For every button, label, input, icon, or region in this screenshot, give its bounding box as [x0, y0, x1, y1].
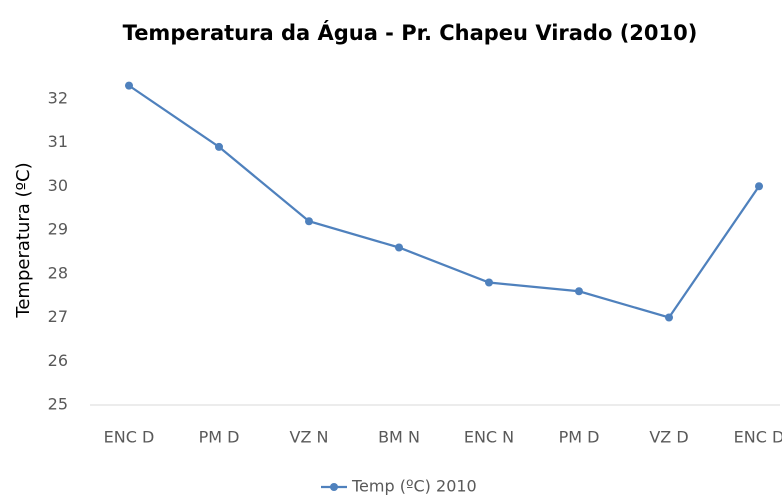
marker — [575, 287, 583, 296]
y-tick-label: 28 — [48, 263, 68, 282]
y-tick-label: 27 — [48, 307, 68, 326]
chart-title: Temperatura da Água - Pr. Chapeu Virado … — [123, 20, 698, 45]
x-tick-label: ENC D — [104, 428, 155, 447]
marker — [665, 313, 673, 322]
marker — [485, 278, 493, 287]
x-tick-label: PM D — [199, 428, 240, 447]
y-tick-label: 25 — [48, 395, 68, 414]
x-tick-label: BM N — [378, 428, 420, 447]
x-tick-label: ENC N — [464, 428, 514, 447]
marker — [125, 81, 133, 90]
y-tick-label: 31 — [48, 132, 68, 151]
marker — [215, 142, 223, 151]
marker — [395, 243, 403, 252]
y-tick-label: 26 — [48, 351, 68, 370]
legend-label: Temp (ºC) 2010 — [351, 477, 477, 496]
marker — [305, 217, 313, 226]
y-tick-label: 32 — [48, 88, 68, 107]
x-tick-label: VZ N — [290, 428, 329, 447]
line — [128, 84, 760, 319]
x-tick-label: PM D — [559, 428, 600, 447]
y-axis-label: Temperatura (ºC) — [13, 162, 34, 318]
legend-marker — [330, 483, 338, 491]
y-tick-label: 29 — [48, 220, 68, 239]
x-tick-label: ENC D — [734, 428, 782, 447]
y-tick-label: 30 — [48, 176, 68, 195]
marker — [755, 182, 763, 191]
x-tick-label: VZ D — [649, 428, 688, 447]
